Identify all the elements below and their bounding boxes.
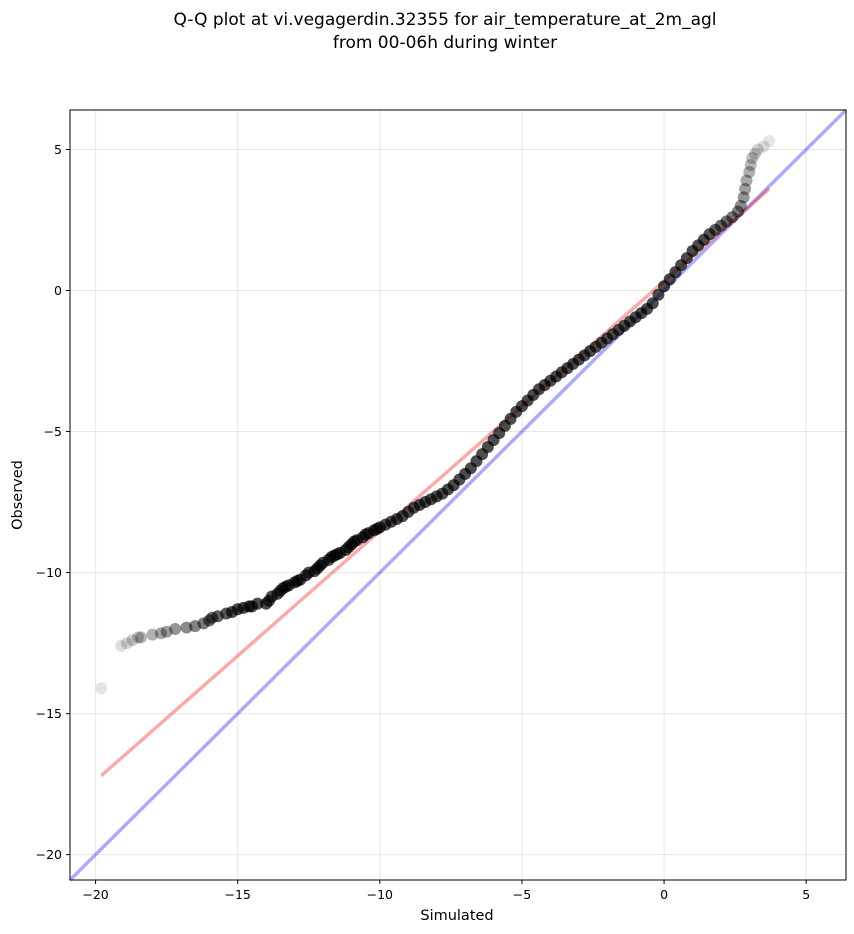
data-point — [739, 182, 752, 195]
y-tick-label: −5 — [44, 424, 62, 439]
data-point — [746, 151, 759, 164]
data-point — [169, 622, 182, 635]
data-point — [737, 191, 750, 204]
x-tick-label: 0 — [660, 887, 668, 902]
data-point — [120, 637, 133, 650]
data-point — [763, 135, 776, 148]
data-point — [646, 297, 659, 310]
y-axis-label: Observed — [10, 460, 26, 530]
fit-line — [100, 187, 771, 777]
data-point — [726, 211, 739, 224]
identity-line — [68, 108, 848, 882]
y-tick-label: 0 — [54, 283, 62, 298]
x-axis-label: Simulated — [420, 908, 493, 924]
data-point — [146, 628, 159, 641]
data-point — [154, 627, 167, 640]
data-point — [751, 143, 764, 156]
data-point — [115, 639, 128, 652]
chart-subtitle: from 00-06h during winter — [333, 33, 557, 53]
data-point — [135, 631, 148, 644]
x-tick-label: −20 — [82, 887, 108, 902]
y-tick-label: −15 — [36, 706, 62, 721]
data-point — [731, 205, 744, 218]
data-point — [743, 166, 756, 179]
y-tick-label: −20 — [36, 847, 62, 862]
y-tick-label: 5 — [54, 142, 62, 157]
data-point — [652, 288, 665, 301]
data-point — [95, 682, 108, 695]
data-point — [740, 174, 753, 187]
data-point — [126, 634, 139, 647]
data-point — [180, 621, 193, 634]
data-point — [132, 631, 145, 644]
data-point — [749, 147, 762, 160]
x-tick-label: −10 — [367, 887, 393, 902]
data-point — [160, 625, 173, 638]
x-axis-ticks: −20 −15 −10 −5 0 5 — [82, 880, 810, 902]
x-tick-label: 5 — [802, 887, 810, 902]
data-points — [95, 135, 776, 695]
data-point — [757, 140, 770, 153]
data-point — [734, 199, 747, 212]
plot-frame — [69, 109, 847, 881]
chart-title: Q-Q plot at vi.vegagerdin.32355 for air_… — [173, 10, 716, 30]
data-point — [251, 597, 264, 610]
y-axis-ticks: −20 −15 −10 −5 0 5 — [36, 142, 70, 862]
reference-lines — [68, 108, 848, 882]
x-tick-label: −5 — [513, 887, 531, 902]
x-tick-label: −15 — [225, 887, 251, 902]
grid — [70, 110, 846, 880]
data-point — [744, 159, 757, 171]
y-tick-label: −10 — [36, 565, 62, 580]
